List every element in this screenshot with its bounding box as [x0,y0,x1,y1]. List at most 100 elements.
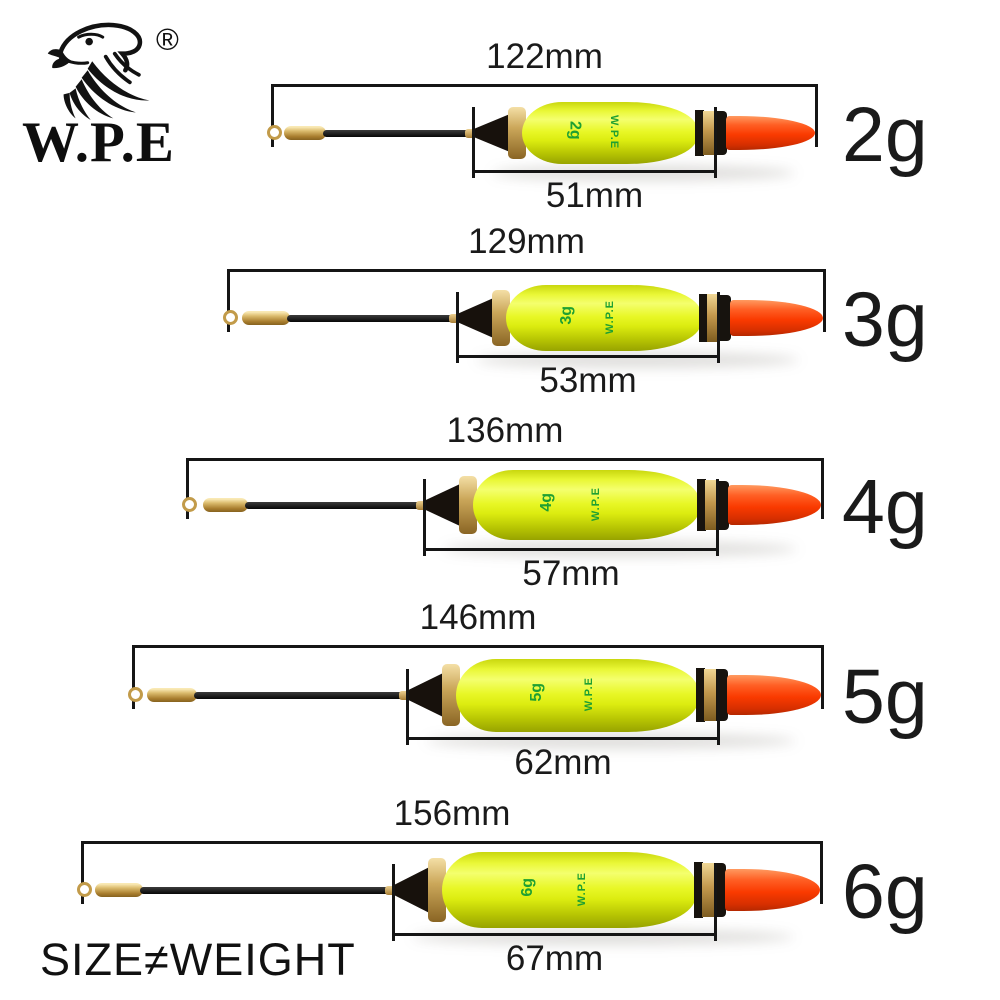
float-neck-band [492,290,510,346]
float-neck-band [459,475,477,535]
float-connector-tube [284,126,326,140]
body-length-label: 67mm [505,939,604,978]
dimension-tick [406,669,409,745]
dimension-tick [717,292,720,363]
float-ring-black [696,667,705,722]
total-length-label: 146mm [419,598,537,637]
float-eyelet [128,687,143,702]
float-ring-black [714,863,726,917]
float-nose-tip [416,501,426,510]
eagle-icon [47,22,150,120]
float-ring-gold [704,668,717,722]
float-ring-black [697,479,706,531]
dimension-tick [392,864,395,941]
brand-logo: ® W.P.E [22,8,232,183]
float-body [522,102,697,164]
body-length-dimension-line [456,355,720,358]
float-nose-tip [399,691,409,700]
total-length-dimension-line [227,269,826,272]
float-body-brand-print: W.P.E [604,300,617,335]
total-length-label: 136mm [446,411,564,450]
float-stem [287,315,463,322]
dimension-tick [716,479,719,556]
float-ring-black [695,110,704,156]
total-length-label: 129mm [468,222,585,261]
float-ring-gold [703,110,716,156]
float-tail-tip [725,868,820,912]
dimension-tick [823,269,826,332]
total-length-dimension-line [132,645,824,648]
float-eyelet [267,125,282,140]
dimension-tick [717,669,720,745]
dimension-tick [815,84,818,147]
dimension-tick [820,841,823,904]
weight-label: 5g [842,654,928,740]
total-length-label: 156mm [393,794,511,833]
float-ring-black [719,294,731,342]
body-length-label: 51mm [545,176,644,215]
float-ring-black [699,293,708,343]
float-nose-tip [385,886,395,895]
float-ring-gold [707,294,720,342]
float-body-weight-print: 3g [558,306,576,325]
weight-label: 2g [842,92,928,178]
dimension-tick [456,292,459,363]
total-length-label: 122mm [486,37,603,76]
float-connector-tube [147,688,197,702]
dimension-tick [423,479,426,556]
float-eyelet [77,882,92,897]
dimension-tick [227,269,230,332]
float-body [506,285,701,351]
body-length-dimension-line [392,933,717,936]
float-ring-gold [702,862,715,918]
brand-wordmark: W.P.E [22,111,175,174]
float-body [456,658,698,732]
float-neck-band [442,664,460,726]
dimension-tick [271,84,274,147]
float-body-brand-print: W.P.E [582,677,595,712]
dimension-tick [714,864,717,941]
total-length-dimension-line [81,841,823,844]
float-nose-tip [465,129,475,138]
float-stem [245,502,430,509]
body-length-label: 62mm [514,743,612,782]
float-connector-tube [203,498,248,512]
total-length-dimension-line [186,458,824,461]
float-ring-black [694,861,703,919]
float-body [473,470,699,540]
float-body-weight-print: 5g [527,683,545,702]
body-length-label: 53mm [539,361,637,400]
float-neck-band [428,858,446,922]
float-stem [140,887,399,894]
weight-label: 6g [842,849,928,935]
body-length-label: 57mm [522,554,620,593]
weight-label: 3g [842,277,928,363]
float-eyelet [223,310,238,325]
float-shadow [426,732,796,749]
float-connector-tube [95,883,143,897]
float-stem [194,692,413,699]
float-eyelet [182,497,197,512]
total-length-dimension-line [271,84,818,87]
float-stem [323,130,479,137]
dimension-tick [81,841,84,904]
float-body-brand-print: W.P.E [608,115,621,150]
registered-trademark-mark: ® [156,22,179,57]
float-ring-gold [705,479,718,531]
float-ring-black [717,480,729,530]
float-body [442,852,696,928]
weight-label: 4g [842,464,928,550]
dimension-tick [186,458,189,519]
body-length-dimension-line [423,548,719,551]
body-length-dimension-line [472,170,717,173]
float-neck-band [508,106,526,160]
body-length-dimension-line [406,737,720,740]
float-body-brand-print: W.P.E [590,487,603,522]
dimension-tick [821,645,824,709]
float-body-weight-print: 4g [538,493,556,512]
float-shadow [492,165,795,181]
dimension-tick [821,458,824,519]
